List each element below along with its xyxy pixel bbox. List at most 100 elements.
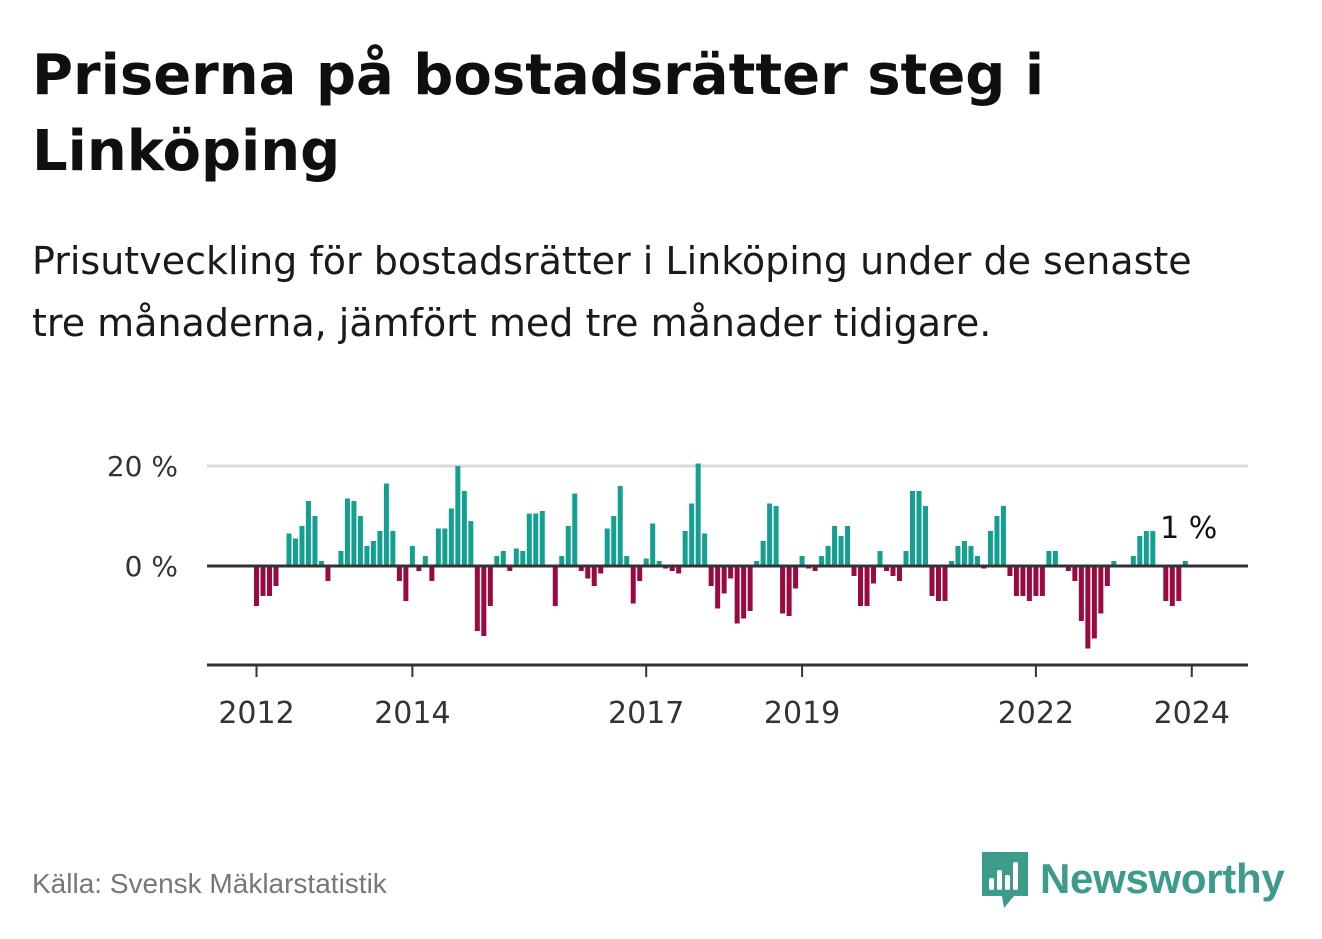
- bar: [422, 556, 428, 566]
- bar: [721, 566, 727, 594]
- bar: [825, 546, 831, 566]
- bar: [312, 516, 318, 566]
- bar: [494, 556, 500, 566]
- bar: [942, 566, 948, 601]
- bar: [1169, 566, 1175, 606]
- bar: [474, 566, 480, 631]
- bar: [1072, 566, 1078, 581]
- bar-chart-speech-bubble-icon: [982, 852, 1028, 908]
- bar: [974, 556, 980, 566]
- bar-chart: 0 % 20 % 2012 2014 2017 2019 2022 2024 1 %: [107, 450, 1248, 731]
- bar: [357, 516, 363, 566]
- bar: [773, 506, 779, 566]
- bar: [702, 533, 708, 566]
- bar: [448, 508, 454, 566]
- bar: [728, 566, 734, 579]
- bar: [922, 506, 928, 566]
- bar: [987, 531, 993, 566]
- bar: [812, 566, 818, 571]
- bar: [961, 541, 967, 566]
- bar: [351, 501, 357, 566]
- bar: [669, 566, 675, 571]
- bar: [520, 551, 526, 566]
- end-value-label: 1 %: [1160, 511, 1217, 546]
- y-tick-label: 0 %: [125, 550, 178, 583]
- x-tick-label: 2019: [764, 696, 840, 731]
- bar: [871, 566, 877, 584]
- chart-subtitle: Prisutveckling för bostadsrätter i Linkö…: [32, 239, 1192, 345]
- labels: 0 % 20 % 2012 2014 2017 2019 2022 2024 1 %: [107, 450, 1230, 731]
- bar: [897, 566, 902, 581]
- bar: [858, 566, 864, 606]
- x-tick-label: 2012: [218, 696, 294, 731]
- bar: [968, 546, 974, 566]
- bar: [292, 538, 298, 566]
- chart-title: Priserna på bostadsrätter steg i Linköpi…: [32, 43, 1045, 184]
- bar: [513, 548, 519, 566]
- bar: [955, 546, 961, 566]
- bar: [845, 526, 851, 566]
- bar: [611, 516, 617, 566]
- bar: [1065, 566, 1071, 571]
- bar: [832, 526, 838, 566]
- bar: [676, 566, 682, 574]
- bar: [539, 511, 545, 566]
- bar: [689, 503, 695, 566]
- axes: [207, 564, 1248, 677]
- bar: [1013, 566, 1019, 596]
- bar: [435, 528, 441, 566]
- bar: [299, 526, 305, 566]
- bar: [1143, 531, 1149, 566]
- bar: [1033, 566, 1039, 596]
- bar: [390, 531, 396, 566]
- bar: [1085, 566, 1091, 649]
- bar: [1130, 556, 1136, 566]
- bar: [416, 566, 422, 571]
- x-tick-label: 2022: [998, 696, 1074, 731]
- bar: [1150, 531, 1156, 566]
- bar: [643, 558, 649, 566]
- bar: [604, 528, 610, 566]
- bar: [1000, 506, 1006, 566]
- bar: [630, 566, 636, 604]
- bar: [877, 551, 883, 566]
- bar: [500, 551, 506, 566]
- bar: [747, 566, 753, 611]
- bar: [344, 498, 350, 566]
- bar: [409, 546, 415, 566]
- bar: [929, 566, 935, 596]
- bar: [286, 533, 292, 566]
- bar: [377, 531, 383, 566]
- bar: [637, 566, 643, 581]
- bar: [1026, 566, 1032, 601]
- bar: [266, 566, 272, 596]
- bar: [708, 566, 714, 586]
- bar: [682, 531, 688, 566]
- bar: [403, 566, 409, 601]
- bar: [741, 566, 747, 619]
- bar: [565, 526, 571, 566]
- bar: [1007, 566, 1013, 576]
- bar: [1104, 566, 1110, 586]
- bar: [559, 556, 565, 566]
- source-note: Källa: Svensk Mäklarstatistik: [32, 868, 387, 899]
- newsworthy-logo[interactable]: Newsworthy: [980, 848, 1285, 910]
- bar: [461, 491, 467, 566]
- bar: [572, 493, 578, 566]
- bar: [916, 491, 922, 566]
- bar: [507, 566, 513, 571]
- bar: [734, 566, 740, 624]
- bar: [851, 566, 857, 576]
- bar: [754, 561, 760, 566]
- bar: [715, 566, 721, 609]
- bar: [624, 556, 630, 566]
- bar: [591, 566, 597, 586]
- bar: [650, 523, 656, 566]
- bar: [442, 528, 448, 566]
- bar: [305, 501, 311, 566]
- bar: [819, 556, 825, 566]
- bar: [552, 566, 558, 606]
- bar: [767, 503, 773, 566]
- bar: [910, 491, 915, 566]
- bar: [1039, 566, 1045, 596]
